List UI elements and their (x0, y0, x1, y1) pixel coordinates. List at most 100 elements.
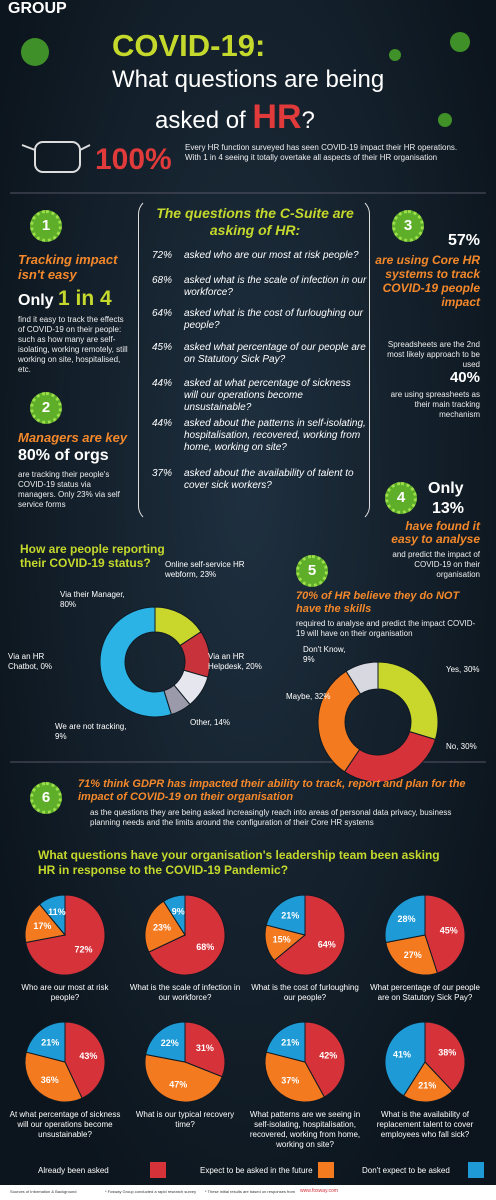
value-label: 27% (404, 950, 422, 960)
question: 44% asked at what percentage of sickness … (152, 378, 367, 414)
stat: Only 1 in 4 (18, 287, 112, 311)
value-label: 15% (273, 935, 291, 945)
text: as the questions they are being asked in… (90, 808, 452, 827)
footer-text: * These initial results are based on res… (205, 1189, 295, 1194)
slice (273, 894, 346, 976)
slice-label: Via their Manager, 80% (60, 590, 125, 609)
slice (265, 894, 306, 936)
slice (144, 900, 186, 953)
legend-label: Already been asked (38, 1166, 109, 1175)
question-pct: 45% (152, 342, 173, 353)
title: ? (301, 107, 315, 134)
value-label: 43% (79, 1051, 97, 1061)
pie-question: What is the scale of infection in our wo… (129, 983, 241, 1002)
intro-stat: 100% (95, 143, 172, 176)
question-text: asked at what percentage of sickness wil… (184, 378, 351, 413)
footer-url: www.fosway.com (300, 1188, 338, 1194)
slice-label: Maybe, 32% (286, 692, 331, 701)
heading: Managers are key (18, 430, 128, 445)
text: have found it easy to analyse (391, 519, 480, 546)
question-text: asked about the patterns in self-isolati… (184, 418, 366, 453)
note: Spreadsheets are the 2nd most likely app… (387, 340, 480, 369)
text: think GDPR has impacted their ability to… (78, 778, 466, 803)
slice-label: Via an HR Helpdesk, 20% (208, 652, 262, 671)
virus-decor (21, 32, 470, 127)
slice-label: Online self-service HR webform, 23% (165, 560, 245, 579)
slice (25, 1021, 66, 1063)
slice (99, 606, 172, 718)
pie-question: What percentage of our people are on Sta… (370, 983, 480, 1002)
footer-band (0, 1185, 496, 1200)
question-text: asked who are our most at risk people? (184, 250, 359, 261)
slice (343, 730, 437, 783)
slice (384, 894, 426, 944)
pie-question: Who are our most at risk people? (21, 983, 109, 1002)
title: asked of (155, 107, 246, 134)
value-label: 21% (281, 910, 299, 920)
chart-title: What questions have your organisation's … (38, 848, 440, 877)
badge: 1 (30, 210, 62, 242)
legend-swatch (468, 1162, 484, 1178)
question: 64% asked what is the cost of furloughing… (152, 308, 367, 332)
slice (424, 1021, 466, 1092)
value-label: 9% (172, 906, 185, 916)
bracket (138, 198, 370, 522)
value-label: 47% (169, 1079, 187, 1089)
value-label: 72% (74, 945, 92, 955)
question-text: asked what is the cost of furloughing ou… (184, 308, 363, 331)
slice (424, 894, 466, 974)
text: 71% think GDPR has impacted their abilit… (78, 778, 478, 804)
chart-title: How are people reporting their COVID-19 … (20, 542, 165, 570)
slice (402, 1061, 454, 1103)
slice (144, 1053, 223, 1103)
question-text: asked what is the scale of infection in … (184, 275, 367, 298)
question: 44% asked about the patterns in self-isol… (152, 418, 367, 454)
value-label: 36% (41, 1075, 59, 1085)
stat: 40% (449, 369, 480, 386)
badge: 2 (30, 392, 62, 424)
badge: 3 (392, 210, 424, 242)
question-pct: 37% (152, 468, 173, 479)
legend-label: Don't expect to be asked (362, 1166, 450, 1175)
intro-text: Every HR function surveyed has seen COVI… (185, 143, 458, 162)
slice (24, 1051, 83, 1103)
value-label: 28% (397, 914, 415, 924)
text: and predict the impact of COVID-19 on th… (392, 550, 480, 579)
slice-label: Don't Know, 9% (303, 645, 346, 664)
question-text: asked what percentage of our people are … (184, 342, 366, 365)
slice-label: Yes, 30% (446, 665, 480, 674)
question: 68% asked what is the scale of infection … (152, 275, 367, 299)
value-label: 31% (196, 1043, 214, 1053)
slice (145, 1021, 186, 1063)
text: find it easy to track the effects of COV… (18, 315, 128, 374)
value-label: 38% (438, 1048, 456, 1058)
csuite-title: The questions the C-Suite are asking of … (156, 205, 354, 238)
question-pct: 68% (152, 275, 173, 286)
value-label: 11% (48, 907, 66, 917)
slice (24, 903, 66, 944)
value-label: 21% (41, 1037, 59, 1047)
value-label: 22% (161, 1038, 179, 1048)
slice (184, 1021, 226, 1078)
slice (384, 1021, 426, 1097)
stat: Only (18, 292, 54, 309)
text: are using spreasheets as their main trac… (390, 390, 480, 419)
pie-question: What patterns are we seeing in self-isol… (249, 1110, 361, 1149)
slice (317, 670, 362, 773)
slice (377, 661, 439, 741)
slice-label: We are not tracking, 9% (55, 722, 127, 741)
text: are using Core HR systems to track COVID… (375, 253, 480, 309)
slice (148, 894, 226, 976)
slice (38, 894, 66, 937)
stat: Only (428, 480, 464, 497)
pie-question: What is our typical recovery time? (135, 1110, 235, 1129)
text: 70% of HR believe they do NOT have the s… (296, 590, 460, 615)
value-label: 64% (318, 940, 336, 950)
slice (264, 1051, 325, 1103)
mask-icon (21, 141, 91, 173)
value-label: 17% (33, 921, 51, 931)
footer-text: Sources of Information & Background (10, 1189, 77, 1194)
slice (304, 1021, 346, 1098)
pie-question: What is the cost of furloughing our peop… (251, 983, 359, 1002)
